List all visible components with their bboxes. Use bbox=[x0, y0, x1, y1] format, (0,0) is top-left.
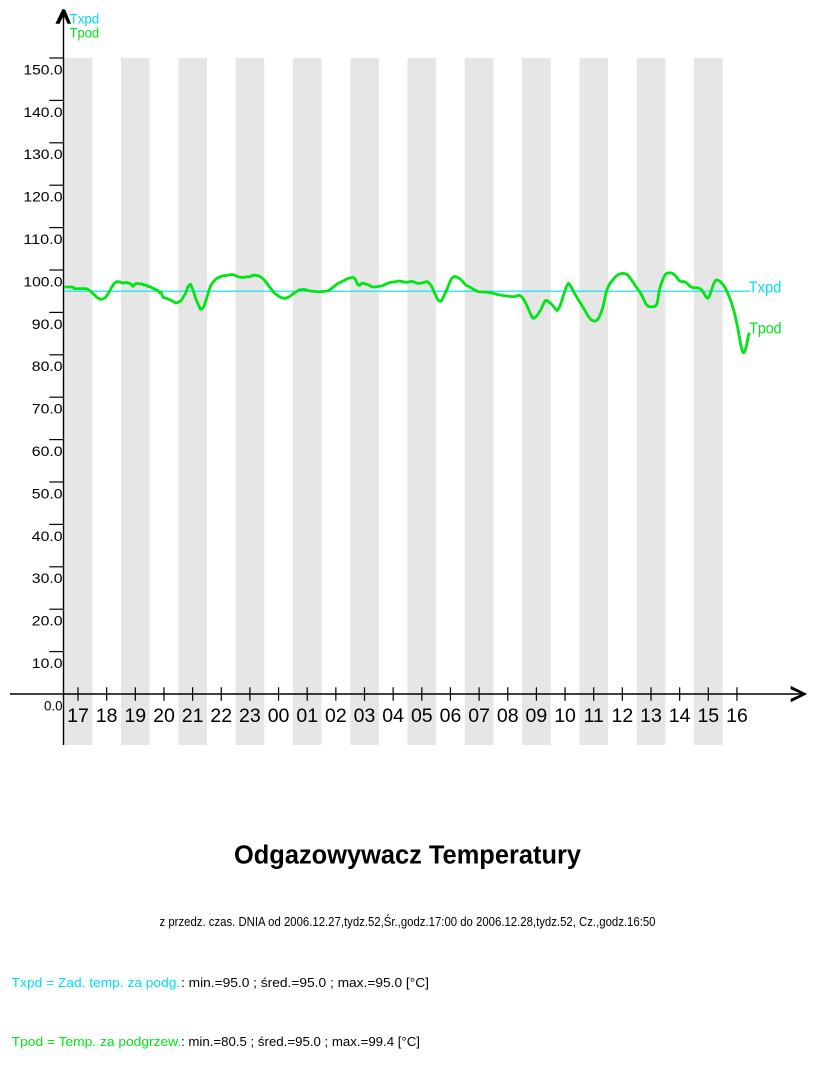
svg-text:21: 21 bbox=[182, 705, 204, 727]
svg-text:01: 01 bbox=[296, 705, 318, 727]
svg-text:03: 03 bbox=[354, 705, 376, 727]
svg-text:12: 12 bbox=[611, 705, 633, 727]
svg-text:19: 19 bbox=[124, 705, 146, 727]
svg-text:100.0: 100.0 bbox=[23, 274, 62, 289]
svg-text:90.0: 90.0 bbox=[32, 317, 63, 332]
svg-text:130.0: 130.0 bbox=[23, 147, 62, 162]
svg-text:15: 15 bbox=[697, 705, 719, 727]
svg-text:120.0: 120.0 bbox=[23, 190, 62, 205]
svg-text:: min.=95.0 ; śred.=95.0 ; max: : min.=95.0 ; śred.=95.0 ; max.=95.0 [°C… bbox=[181, 976, 429, 990]
svg-text:02: 02 bbox=[325, 705, 347, 727]
svg-text:110.0: 110.0 bbox=[23, 232, 62, 247]
svg-text:50.0: 50.0 bbox=[32, 486, 63, 501]
svg-text:0.0: 0.0 bbox=[44, 698, 63, 713]
svg-text:20.0: 20.0 bbox=[32, 614, 63, 629]
svg-text:22: 22 bbox=[210, 705, 232, 727]
svg-text:80.0: 80.0 bbox=[32, 359, 63, 374]
svg-text:08: 08 bbox=[497, 705, 519, 727]
svg-text:Tpod: Tpod bbox=[749, 321, 781, 338]
svg-text:Tpod = Temp. za podgrzew.: Tpod = Temp. za podgrzew. bbox=[12, 1035, 182, 1049]
svg-text:70.0: 70.0 bbox=[32, 402, 63, 417]
svg-text:17: 17 bbox=[67, 705, 89, 727]
svg-text:30.0: 30.0 bbox=[32, 571, 63, 586]
svg-text:14: 14 bbox=[669, 705, 691, 727]
svg-text:10.0: 10.0 bbox=[32, 656, 63, 671]
svg-text:Txpd: Txpd bbox=[749, 280, 782, 297]
svg-text:06: 06 bbox=[440, 705, 462, 727]
svg-text:Txpd: Txpd bbox=[70, 12, 100, 27]
svg-text:05: 05 bbox=[411, 705, 433, 727]
svg-text:60.0: 60.0 bbox=[32, 444, 63, 459]
svg-text:13: 13 bbox=[640, 705, 662, 727]
svg-text:07: 07 bbox=[468, 705, 490, 727]
svg-text:140.0: 140.0 bbox=[23, 105, 62, 120]
svg-text:Tpod: Tpod bbox=[70, 25, 100, 40]
svg-text:23: 23 bbox=[239, 705, 261, 727]
svg-text:z przedz. czas. DNIA od 2006.1: z przedz. czas. DNIA od 2006.12.27,tydz.… bbox=[160, 914, 656, 929]
svg-text:09: 09 bbox=[526, 705, 548, 727]
svg-text:00: 00 bbox=[268, 705, 290, 727]
svg-text:: min.=80.5 ; śred.=95.0 ; max: : min.=80.5 ; śred.=95.0 ; max.=99.4 [°C… bbox=[181, 1035, 420, 1049]
svg-text:11: 11 bbox=[584, 705, 604, 727]
svg-text:40.0: 40.0 bbox=[32, 529, 63, 544]
svg-text:04: 04 bbox=[382, 705, 404, 727]
svg-text:18: 18 bbox=[96, 705, 118, 727]
svg-text:Txpd = Zad. temp. za podg.: Txpd = Zad. temp. za podg. bbox=[12, 976, 181, 990]
svg-text:150.0: 150.0 bbox=[23, 62, 62, 77]
svg-text:Odgazowywacz Temperatury: Odgazowywacz Temperatury bbox=[234, 841, 582, 869]
svg-text:16: 16 bbox=[726, 705, 748, 727]
svg-text:10: 10 bbox=[554, 705, 576, 727]
svg-text:20: 20 bbox=[153, 705, 175, 727]
